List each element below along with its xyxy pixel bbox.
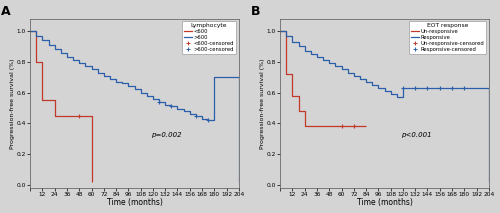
Legend: Un-responsive, Responsive, Un-responsive-censored, Responsive-censored: Un-responsive, Responsive, Un-responsive… bbox=[408, 21, 486, 54]
Y-axis label: Progression-free survival (%): Progression-free survival (%) bbox=[260, 58, 266, 148]
Text: p=0.002: p=0.002 bbox=[151, 132, 182, 138]
Text: B: B bbox=[251, 5, 260, 18]
Y-axis label: Progression-free survival (%): Progression-free survival (%) bbox=[10, 58, 16, 148]
X-axis label: Time (months): Time (months) bbox=[356, 199, 412, 207]
Text: p<0.001: p<0.001 bbox=[401, 132, 432, 138]
Legend: <600, >600, <600-censored, >600-censored: <600, >600, <600-censored, >600-censored bbox=[182, 21, 236, 54]
X-axis label: Time (months): Time (months) bbox=[106, 199, 162, 207]
Text: A: A bbox=[1, 5, 11, 18]
